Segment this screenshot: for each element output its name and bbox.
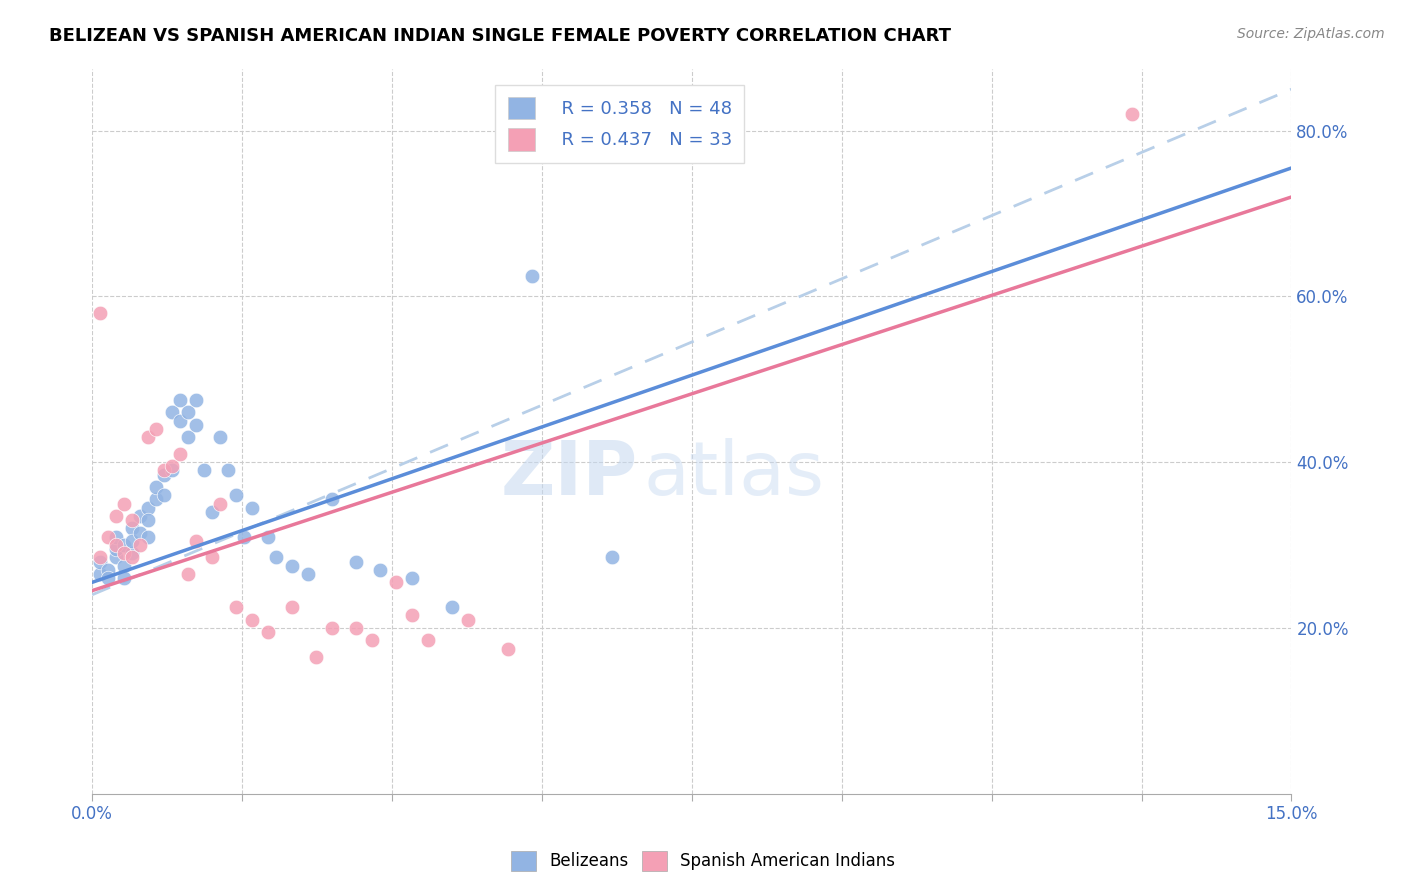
- Point: [401, 608, 423, 623]
- Point: [105, 550, 128, 565]
- Legend: Belizeans, Spanish American Indians: Belizeans, Spanish American Indians: [502, 842, 904, 880]
- Point: [233, 530, 256, 544]
- Point: [401, 571, 423, 585]
- Point: [112, 538, 135, 552]
- Point: [129, 525, 152, 540]
- Legend:   R = 0.358   N = 48,   R = 0.437   N = 33: R = 0.358 N = 48, R = 0.437 N = 33: [495, 85, 744, 163]
- Point: [177, 567, 200, 582]
- Point: [89, 306, 111, 320]
- Point: [240, 500, 263, 515]
- Point: [153, 463, 176, 477]
- Point: [112, 546, 135, 560]
- Point: [361, 633, 384, 648]
- Point: [160, 459, 183, 474]
- Point: [297, 567, 319, 582]
- Point: [457, 613, 479, 627]
- Point: [368, 563, 391, 577]
- Point: [121, 546, 143, 560]
- Point: [385, 575, 408, 590]
- Point: [136, 513, 159, 527]
- Point: [225, 600, 247, 615]
- Point: [105, 509, 128, 524]
- Text: BELIZEAN VS SPANISH AMERICAN INDIAN SINGLE FEMALE POVERTY CORRELATION CHART: BELIZEAN VS SPANISH AMERICAN INDIAN SING…: [49, 27, 952, 45]
- Point: [257, 625, 280, 640]
- Point: [440, 600, 463, 615]
- Point: [129, 509, 152, 524]
- Point: [184, 392, 207, 407]
- Point: [225, 488, 247, 502]
- Point: [600, 550, 623, 565]
- Point: [121, 513, 143, 527]
- Point: [145, 480, 167, 494]
- Point: [105, 542, 128, 557]
- Point: [105, 530, 128, 544]
- Point: [201, 550, 224, 565]
- Point: [344, 555, 367, 569]
- Point: [201, 505, 224, 519]
- Point: [209, 497, 232, 511]
- Point: [145, 422, 167, 436]
- Point: [416, 633, 439, 648]
- Point: [112, 497, 135, 511]
- Point: [344, 621, 367, 635]
- Point: [217, 463, 239, 477]
- Point: [264, 550, 287, 565]
- Point: [121, 533, 143, 548]
- Point: [321, 492, 343, 507]
- Point: [496, 641, 519, 656]
- Point: [89, 555, 111, 569]
- Point: [240, 613, 263, 627]
- Point: [281, 600, 304, 615]
- Point: [136, 430, 159, 444]
- Point: [112, 571, 135, 585]
- Point: [112, 558, 135, 573]
- Point: [193, 463, 215, 477]
- Point: [281, 558, 304, 573]
- Point: [89, 567, 111, 582]
- Point: [1121, 107, 1143, 121]
- Point: [305, 649, 328, 664]
- Text: ZIP: ZIP: [501, 438, 638, 511]
- Point: [177, 430, 200, 444]
- Point: [184, 533, 207, 548]
- Point: [97, 563, 120, 577]
- Point: [520, 268, 543, 283]
- Point: [136, 530, 159, 544]
- Point: [184, 417, 207, 432]
- Point: [121, 521, 143, 535]
- Text: Source: ZipAtlas.com: Source: ZipAtlas.com: [1237, 27, 1385, 41]
- Point: [209, 430, 232, 444]
- Point: [105, 538, 128, 552]
- Text: atlas: atlas: [644, 438, 825, 511]
- Point: [160, 463, 183, 477]
- Point: [89, 550, 111, 565]
- Point: [121, 550, 143, 565]
- Point: [257, 530, 280, 544]
- Point: [153, 467, 176, 482]
- Point: [169, 414, 191, 428]
- Point: [136, 500, 159, 515]
- Point: [169, 447, 191, 461]
- Point: [321, 621, 343, 635]
- Point: [129, 538, 152, 552]
- Point: [97, 530, 120, 544]
- Point: [177, 405, 200, 419]
- Point: [97, 571, 120, 585]
- Point: [169, 392, 191, 407]
- Point: [145, 492, 167, 507]
- Point: [153, 488, 176, 502]
- Point: [160, 405, 183, 419]
